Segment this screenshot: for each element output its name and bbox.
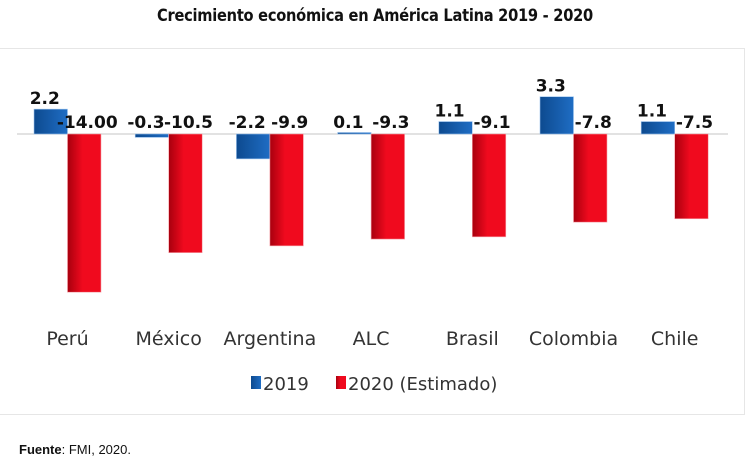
data-label-2019-0: 2.2 [30,89,60,109]
bar-2019-1 [134,133,169,138]
data-label-2019-1: -0.3 [127,113,164,133]
category-label-6: Chile [651,328,699,350]
bar-2019-2 [236,133,271,160]
data-label-2019-4: 1.1 [434,102,464,122]
bar-2019-4 [438,121,473,135]
source-label: Fuente [19,442,62,457]
legend-swatch-2019 [251,376,261,389]
legend: 2019 2020 (Estimado) [251,374,497,395]
bar-2020-3 [370,133,405,240]
bar-2020-2 [269,133,304,247]
bar-2019-3 [337,132,372,135]
bar-2020-1 [168,133,203,253]
data-label-2020-0: -14.00 [57,113,118,133]
data-label-2020-1: -10.5 [164,113,213,133]
bar-2019-5 [539,96,574,135]
bar-2019-6 [640,121,676,135]
category-label-1: México [136,328,202,350]
bar-2020-0 [67,133,102,293]
source-text: : FMI, 2020. [61,442,131,457]
bar-2020-6 [674,133,709,220]
data-label-2019-6: 1.1 [637,102,667,122]
data-label-2020-2: -9.9 [271,113,308,133]
source-note: Fuente: FMI, 2020. [19,442,131,457]
data-label-2019-2: -2.2 [229,113,266,133]
bar-2020-5 [573,133,608,223]
bar-2020-4 [471,133,507,238]
category-label-0: Perú [46,328,88,350]
data-label-2020-4: -9.1 [473,113,510,133]
category-label-3: ALC [353,328,390,350]
data-label-2019-3: 0.1 [333,113,363,133]
data-label-2020-3: -9.3 [372,113,409,133]
data-label-2020-5: -7.8 [575,113,612,133]
bar-2019-0 [33,108,68,135]
legend-label-2019: 2019 [263,374,309,395]
chart-title: Crecimiento económica en América Latina … [157,6,593,26]
category-label-5: Colombia [529,328,618,350]
data-label-2020-6: -7.5 [676,113,713,133]
legend-label-2020: 2020 (Estimado) [348,374,497,395]
chart-frame [0,48,745,415]
data-label-2019-5: 3.3 [536,77,566,97]
category-label-4: Brasil [446,328,499,350]
legend-swatch-2020 [336,376,346,389]
category-label-2: Argentina [224,328,317,350]
